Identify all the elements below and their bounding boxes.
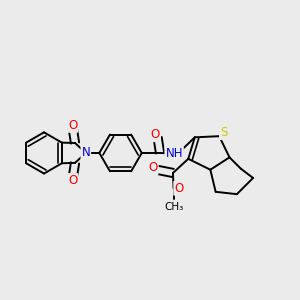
Text: O: O [68,119,77,132]
Text: CH₃: CH₃ [164,202,183,212]
Text: O: O [174,182,184,195]
Text: S: S [220,126,227,139]
Text: N: N [81,146,90,159]
Text: O: O [151,128,160,141]
Text: NH: NH [165,147,183,160]
Text: O: O [68,174,77,187]
Text: O: O [148,161,158,174]
